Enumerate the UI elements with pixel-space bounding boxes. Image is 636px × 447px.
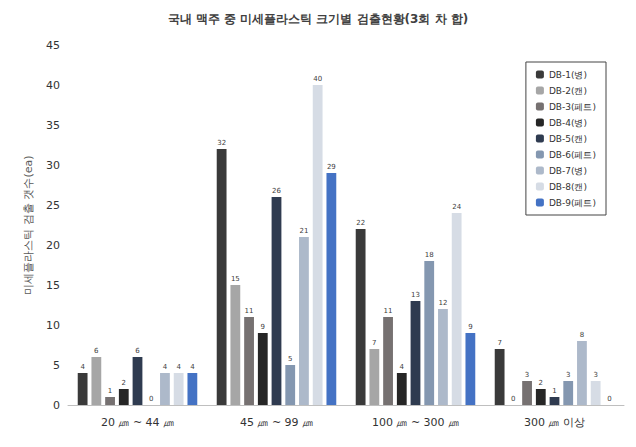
svg-text:9: 9 bbox=[468, 323, 472, 331]
svg-text:6: 6 bbox=[135, 347, 140, 355]
svg-text:0: 0 bbox=[511, 395, 515, 403]
svg-text:3: 3 bbox=[593, 371, 597, 379]
svg-text:4: 4 bbox=[190, 363, 195, 371]
svg-text:12: 12 bbox=[438, 299, 447, 307]
svg-text:30: 30 bbox=[46, 159, 60, 172]
svg-text:2: 2 bbox=[539, 379, 543, 387]
svg-text:10: 10 bbox=[46, 319, 60, 332]
svg-text:45 ㎛ ~ 99 ㎛: 45 ㎛ ~ 99 ㎛ bbox=[240, 416, 313, 429]
svg-text:18: 18 bbox=[425, 251, 434, 259]
svg-text:15: 15 bbox=[231, 275, 240, 283]
svg-text:300 ㎛ 이상: 300 ㎛ 이상 bbox=[524, 416, 585, 429]
svg-text:13: 13 bbox=[411, 291, 420, 299]
svg-text:0: 0 bbox=[149, 395, 153, 403]
svg-text:0: 0 bbox=[607, 395, 611, 403]
svg-text:DB-8(캔): DB-8(캔) bbox=[549, 182, 587, 192]
svg-text:4: 4 bbox=[163, 363, 168, 371]
svg-text:15: 15 bbox=[46, 279, 60, 292]
svg-text:20: 20 bbox=[46, 239, 60, 252]
svg-text:DB-1(병): DB-1(병) bbox=[549, 70, 587, 80]
svg-text:26: 26 bbox=[272, 187, 281, 195]
svg-text:0: 0 bbox=[53, 399, 60, 412]
svg-text:미세플라스틱 검출 갯수(ea): 미세플라스틱 검출 갯수(ea) bbox=[22, 155, 35, 294]
svg-text:20 ㎛ ~ 44 ㎛: 20 ㎛ ~ 44 ㎛ bbox=[101, 416, 174, 429]
svg-text:11: 11 bbox=[245, 307, 254, 315]
svg-text:DB-7(병): DB-7(병) bbox=[549, 166, 587, 176]
svg-text:40: 40 bbox=[313, 75, 322, 83]
svg-text:5: 5 bbox=[53, 359, 60, 372]
svg-text:24: 24 bbox=[452, 203, 461, 211]
svg-text:11: 11 bbox=[384, 307, 393, 315]
svg-text:45: 45 bbox=[46, 39, 60, 52]
svg-text:5: 5 bbox=[288, 355, 292, 363]
svg-text:22: 22 bbox=[356, 219, 365, 227]
svg-text:35: 35 bbox=[46, 119, 60, 132]
svg-text:DB-5(캔): DB-5(캔) bbox=[549, 134, 587, 144]
svg-text:DB-3(페트): DB-3(페트) bbox=[549, 102, 596, 112]
svg-text:3: 3 bbox=[566, 371, 570, 379]
svg-text:8: 8 bbox=[580, 331, 584, 339]
svg-text:100 ㎛ ~ 300 ㎛: 100 ㎛ ~ 300 ㎛ bbox=[372, 416, 459, 429]
svg-text:4: 4 bbox=[400, 363, 405, 371]
svg-text:6: 6 bbox=[94, 347, 99, 355]
svg-text:4: 4 bbox=[80, 363, 85, 371]
svg-text:29: 29 bbox=[327, 163, 336, 171]
svg-text:9: 9 bbox=[261, 323, 265, 331]
svg-text:DB-6(페트): DB-6(페트) bbox=[549, 150, 596, 160]
svg-text:DB-9(페트): DB-9(페트) bbox=[549, 198, 596, 208]
svg-text:2: 2 bbox=[122, 379, 126, 387]
svg-text:DB-2(캔): DB-2(캔) bbox=[549, 86, 587, 96]
svg-text:3: 3 bbox=[525, 371, 529, 379]
svg-text:1: 1 bbox=[108, 387, 112, 395]
svg-text:1: 1 bbox=[552, 387, 556, 395]
svg-text:4: 4 bbox=[176, 363, 181, 371]
svg-text:7: 7 bbox=[372, 339, 376, 347]
svg-text:국내 맥주 중 미세플라스틱 크기별 검출현황(3회 차 합: 국내 맥주 중 미세플라스틱 크기별 검출현황(3회 차 합) bbox=[168, 12, 469, 26]
svg-text:40: 40 bbox=[46, 79, 60, 92]
svg-text:7: 7 bbox=[497, 339, 501, 347]
svg-text:25: 25 bbox=[46, 199, 60, 212]
svg-text:21: 21 bbox=[299, 227, 308, 235]
svg-text:DB-4(병): DB-4(병) bbox=[549, 118, 587, 128]
svg-text:32: 32 bbox=[217, 139, 226, 147]
